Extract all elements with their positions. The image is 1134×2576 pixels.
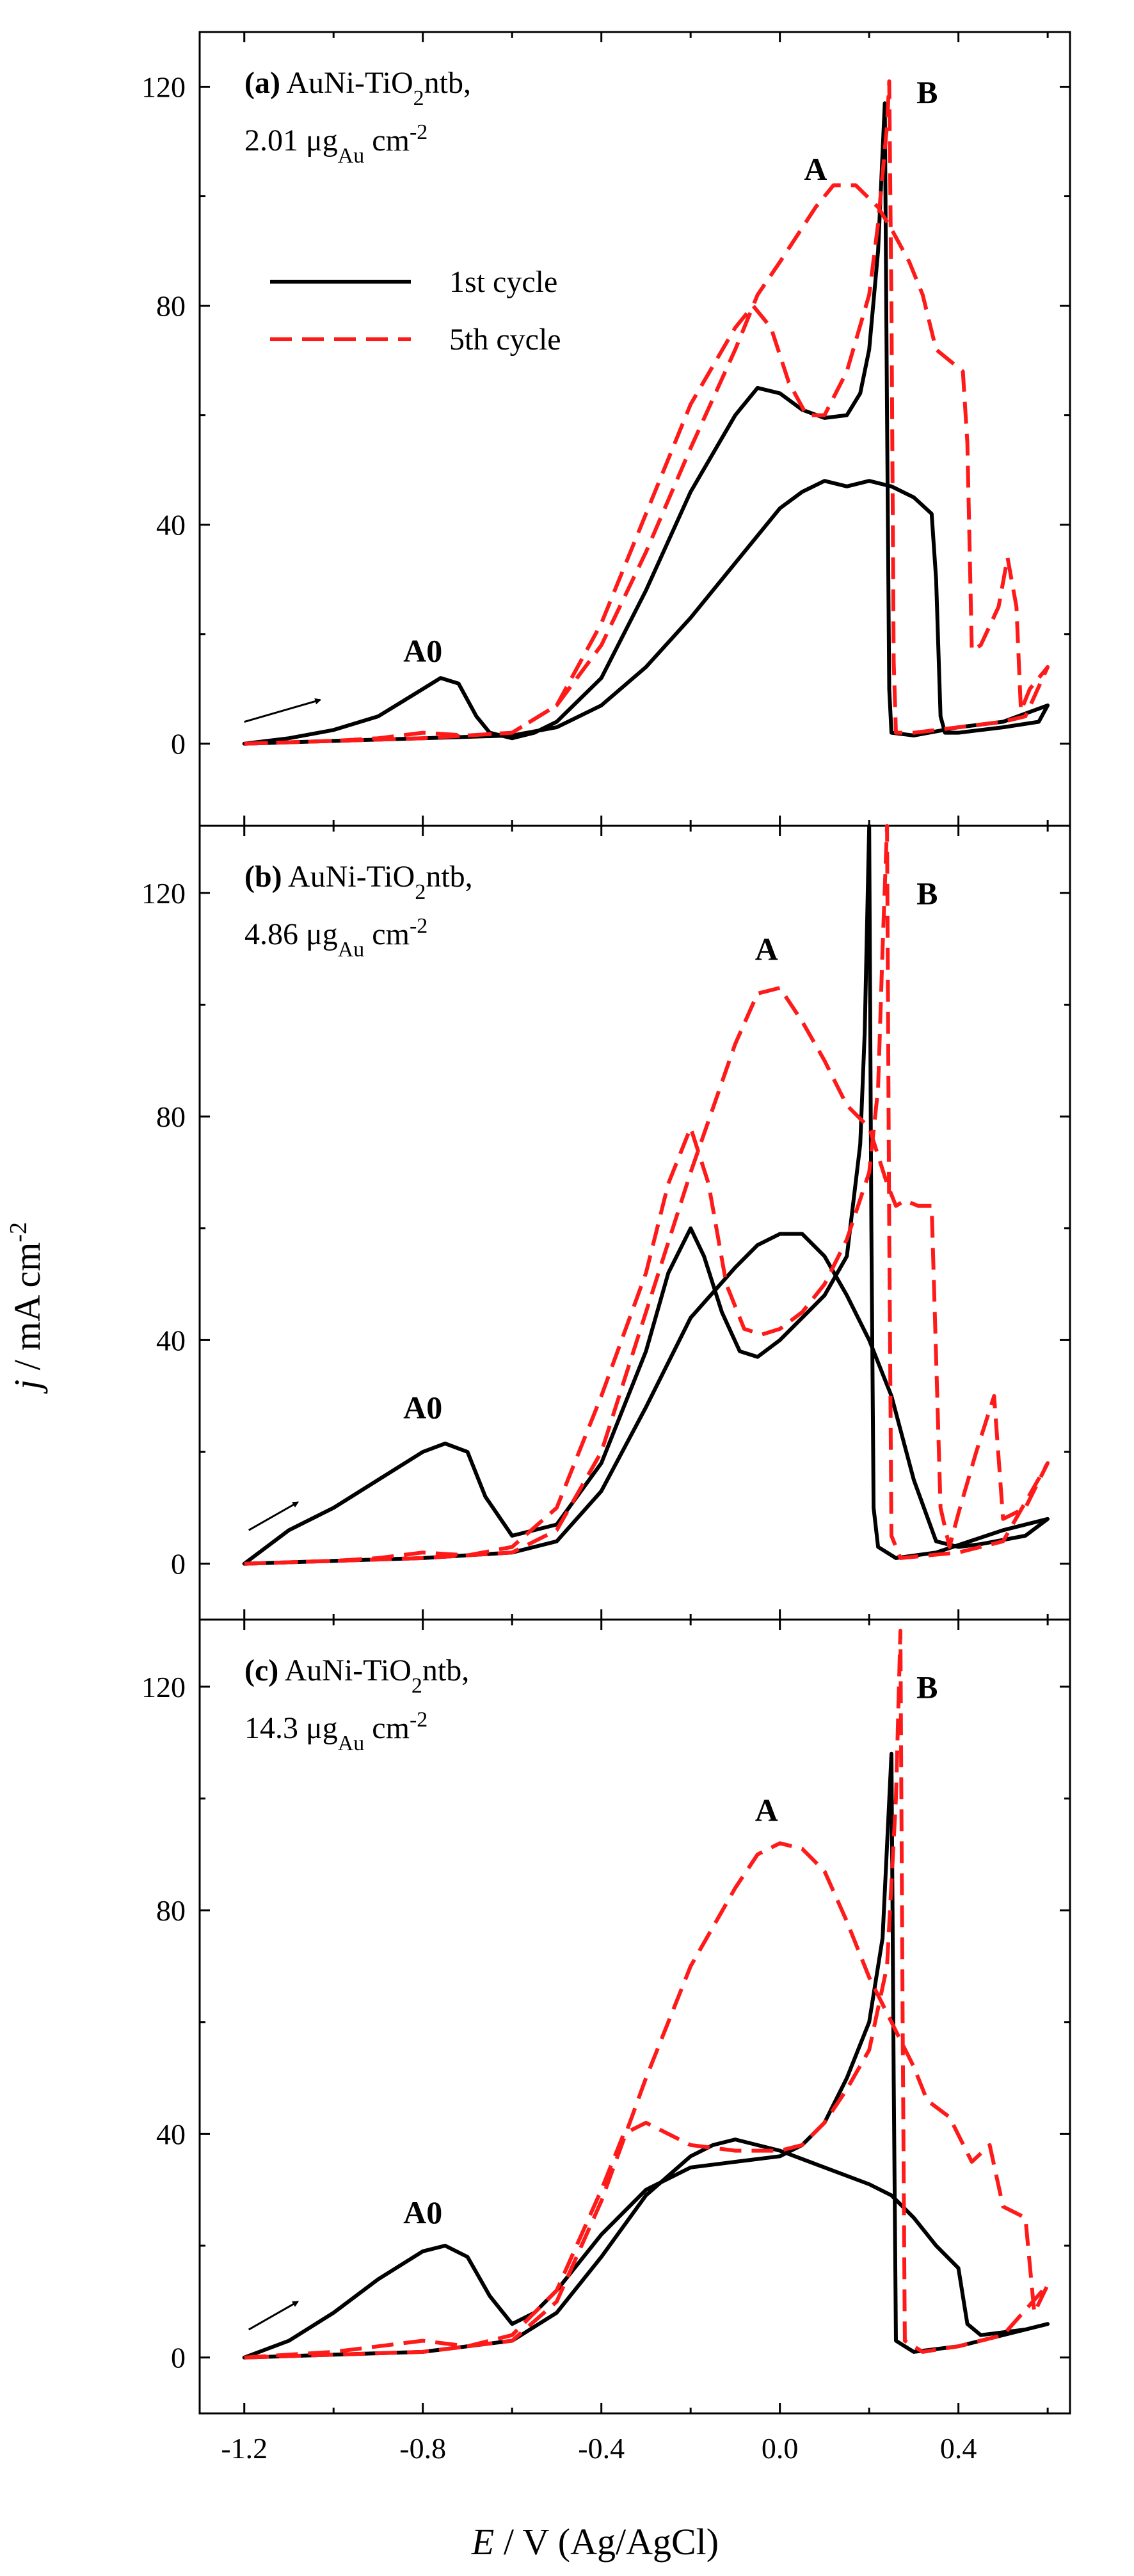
plot-frame	[198, 1618, 1071, 2415]
y-tick-label: 120	[141, 71, 186, 104]
peak-label-b: B	[916, 74, 938, 110]
series-5th-cycle	[244, 824, 1050, 1566]
scan-direction-arrow	[248, 1501, 299, 1531]
peak-label-a: A	[755, 931, 778, 967]
y-tick-label: 80	[156, 1100, 186, 1133]
y-tick-label: 40	[156, 509, 186, 542]
y-tick-label: 80	[156, 1894, 186, 1927]
peak-label-a: A	[755, 1792, 778, 1828]
series-5th-cycle	[244, 79, 1050, 746]
series-1st-cycle	[242, 824, 1050, 1566]
series-1st-cycle	[242, 1751, 1050, 2360]
y-tick-label: 120	[141, 1671, 186, 1703]
x-tick-label: -0.8	[399, 2432, 446, 2465]
x-tick-label: 0.4	[940, 2432, 977, 2465]
x-tick-label: -1.2	[221, 2432, 268, 2465]
peak-label-a: A	[804, 151, 827, 187]
panel-loading: 4.86 μgAu cm-2	[244, 914, 427, 962]
panel-c: 0 40 80 120 (c) AuNi-TiO2ntb, 14.3 μgAu cm-2 A…	[141, 1618, 1071, 2415]
panel-b: 0 40 80 120 (b) AuNi-TiO2ntb, 4.86 μgAu cm-2 A…	[141, 824, 1071, 1621]
peak-label-b: B	[916, 875, 938, 911]
y-tick-label: 0	[171, 2342, 186, 2374]
peak-label-a0: A0	[403, 2194, 442, 2230]
x-axis-title: E / V (Ag/AgCl)	[471, 2521, 719, 2563]
panel-title: (a) AuNi-TiO2ntb,	[244, 66, 471, 110]
scan-direction-arrow	[244, 698, 322, 723]
y-tick-label: 0	[171, 728, 186, 761]
legend-label: 1st cycle	[449, 265, 557, 299]
y-axis-title: j / mA cm-2	[5, 1222, 48, 1394]
panel-a: 0 40 80 120 (a) AuNi-TiO2ntb, 2.01 μgAu cm-2 A…	[141, 31, 1071, 827]
legend-label: 5th cycle	[449, 323, 561, 357]
panel-loading: 14.3 μgAu cm-2	[244, 1708, 427, 1755]
scan-direction-arrow	[248, 2301, 299, 2331]
series-5th-cycle	[244, 1629, 1050, 2360]
peak-label-b: B	[916, 1669, 938, 1705]
peak-label-a0: A0	[403, 1390, 442, 1426]
panel-title: (c) AuNi-TiO2ntb,	[244, 1654, 469, 1698]
y-tick-label: 40	[156, 1324, 186, 1356]
peak-label-a0: A0	[403, 632, 442, 668]
y-tick-label: 120	[141, 877, 186, 910]
x-tick-label: -0.4	[578, 2432, 625, 2465]
panel-loading: 2.01 μgAu cm-2	[244, 120, 427, 168]
series-1st-cycle	[242, 101, 1050, 746]
y-tick-label: 80	[156, 290, 186, 323]
y-tick-label: 40	[156, 2118, 186, 2150]
panel-title: (b) AuNi-TiO2ntb,	[244, 860, 473, 904]
y-tick-label: 0	[171, 1548, 186, 1581]
x-tick-label: 0.0	[762, 2432, 799, 2465]
